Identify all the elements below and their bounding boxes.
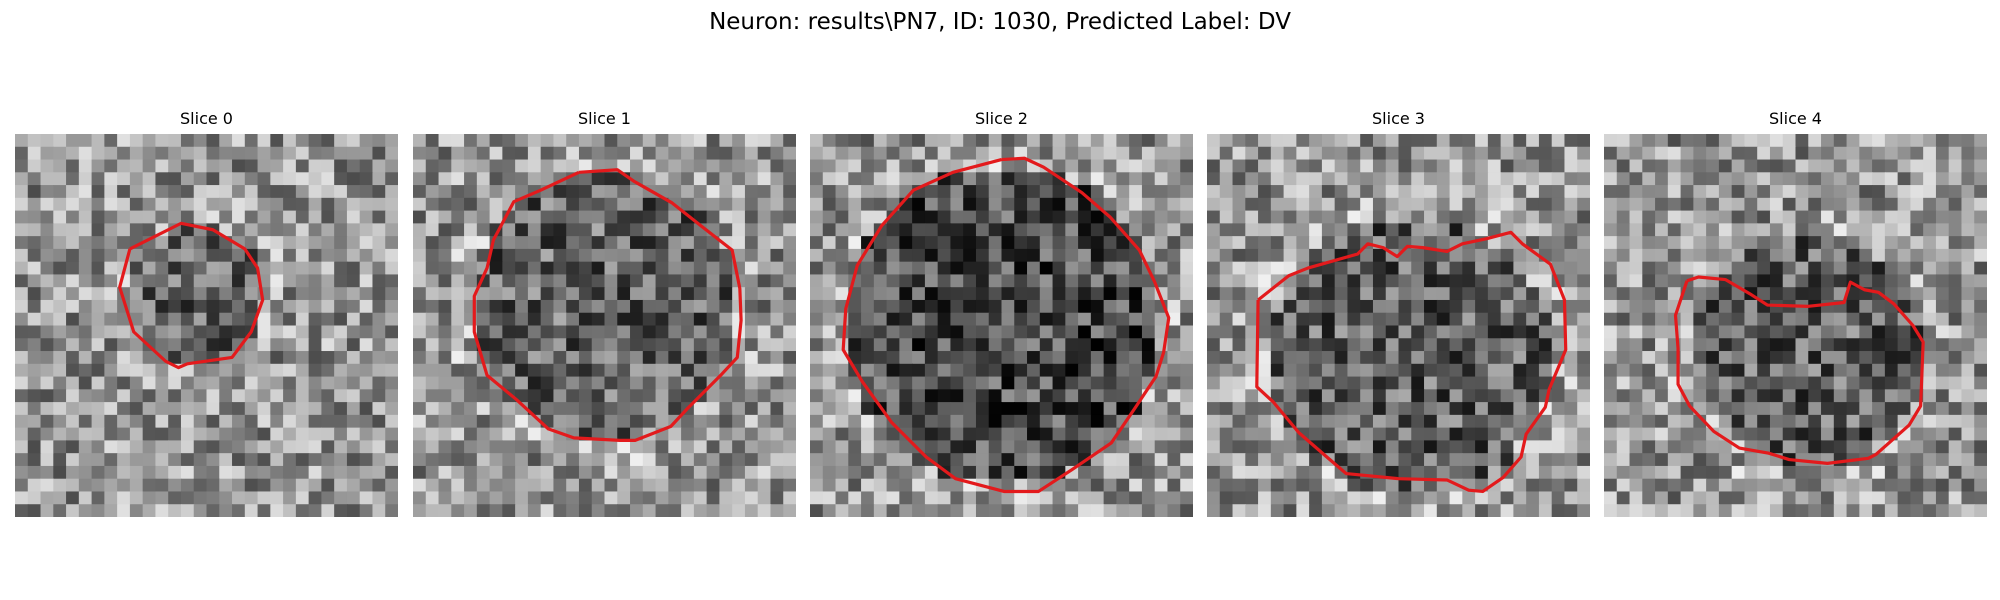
slice-image-1 xyxy=(413,134,796,517)
slice-title-2: Slice 2 xyxy=(810,108,1193,130)
slice-title-4: Slice 4 xyxy=(1604,108,1987,130)
slice-image-0 xyxy=(15,134,398,517)
slice-title-1: Slice 1 xyxy=(413,108,796,130)
slice-image-2 xyxy=(810,134,1193,517)
slice-image-3 xyxy=(1207,134,1590,517)
slice-title-3: Slice 3 xyxy=(1207,108,1590,130)
figure-title: Neuron: results\PN7, ID: 1030, Predicted… xyxy=(0,7,2000,37)
slice-image-4 xyxy=(1604,134,1987,517)
slice-title-0: Slice 0 xyxy=(15,108,398,130)
